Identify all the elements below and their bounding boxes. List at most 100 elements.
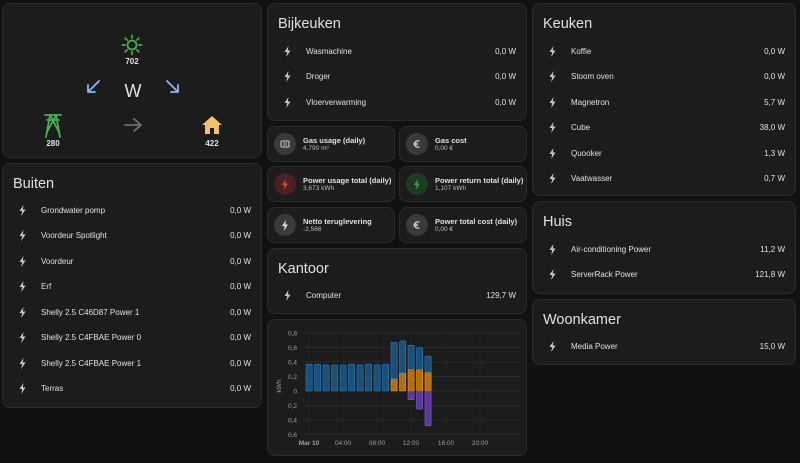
- bar-grid: [339, 364, 347, 392]
- entity-row[interactable]: Cube 38,0 W: [533, 116, 795, 140]
- sensor-tile[interactable]: Gas usage (daily) 4,790 m³: [267, 126, 395, 162]
- entity-value: 38,0 W: [759, 123, 785, 132]
- entity-row[interactable]: Quooker 1,3 W: [533, 141, 795, 165]
- flash-icon: [17, 255, 27, 267]
- bar-return: [407, 390, 415, 400]
- woonkamer-card: Woonkamer Media Power 15,0 W: [532, 299, 796, 365]
- tile-name: Gas usage (daily): [303, 135, 366, 145]
- sensor-tile[interactable]: Power usage total (daily) 3,673 kWh: [267, 166, 395, 202]
- solar-node[interactable]: [121, 34, 143, 56]
- sensor-tile[interactable]: Netto teruglevering -2,566: [267, 207, 395, 243]
- sensor-tile[interactable]: Power return total (daily) 1,107 kWh: [399, 166, 527, 202]
- entity-row[interactable]: Koffie 0,0 W: [533, 39, 795, 63]
- entity-value: 0,0 W: [230, 256, 251, 266]
- entity-row[interactable]: Vloerverwarming 0,0 W: [268, 90, 526, 114]
- entity-row[interactable]: Stoom oven 0,0 W: [533, 65, 795, 89]
- entity-value: 0,0 W: [230, 384, 251, 393]
- entity-row[interactable]: Shelly 2.5 C4FBAE Power 0 0,0 W: [3, 326, 261, 350]
- entity-value: 0,0 W: [230, 282, 251, 291]
- grid-node[interactable]: [42, 112, 64, 138]
- y-tick-label: 0,6: [288, 432, 297, 439]
- entity-row[interactable]: Droger 0,0 W: [268, 65, 526, 89]
- entity-row[interactable]: Terras 0,0 W: [3, 377, 261, 401]
- energy-chart-card: 0,8 0,6 0,4 0,2 0 0,2 0,4 0,6 Mar 10 04:00 08:00 12…: [267, 319, 527, 456]
- tile-name: Power total cost (daily): [435, 216, 518, 226]
- entity-row[interactable]: Magnetron 5,7 W: [533, 90, 795, 114]
- buiten-title: Buiten: [13, 176, 55, 192]
- bar-grid: [356, 364, 364, 392]
- entity-name: ServerRack Power: [571, 270, 638, 279]
- entity-row[interactable]: Media Power 15,0 W: [533, 334, 795, 358]
- entity-name: Magnetron: [571, 97, 610, 107]
- entity-name: Stoom oven: [571, 72, 614, 81]
- flash-icon: [547, 340, 557, 352]
- bar-grid: [305, 363, 313, 392]
- flash-icon: [282, 71, 292, 82]
- bar-grid: [399, 340, 406, 374]
- flash-icon: [274, 214, 296, 236]
- entity-row[interactable]: Shelly 2.5 C4FBAE Power 1 0,0 W: [3, 351, 261, 375]
- bar-solar: [416, 368, 423, 392]
- flash-icon: [547, 96, 557, 108]
- entity-name: Shelly 2.5 C4FBAE Power 0: [41, 333, 142, 342]
- entity-row[interactable]: Air-conditioning Power 11,2 W: [533, 237, 795, 261]
- flash-icon: [17, 306, 27, 318]
- solar-value: 702: [125, 57, 139, 66]
- bar-grid: [331, 364, 338, 392]
- entity-name: Voordeur: [41, 256, 74, 266]
- entity-value: 0,7 W: [764, 174, 785, 183]
- entity-name: Shelly 2.5 C4FBAE Power 1: [41, 358, 142, 368]
- flash-icon: [17, 332, 27, 343]
- entity-value: 0,0 W: [764, 72, 785, 81]
- euro-icon: [406, 214, 428, 236]
- bijkeuken-card: Bijkeuken Wasmachine 0,0 W Droger 0,0 W Vloe…: [267, 3, 527, 121]
- entity-value: 0,0 W: [230, 231, 251, 240]
- entity-name: Vloerverwarming: [306, 97, 367, 107]
- sensor-tile[interactable]: Gas cost 0,00 €: [399, 126, 527, 162]
- bar-grid: [424, 355, 432, 373]
- entity-value: 0,0 W: [495, 72, 516, 81]
- bar-grid: [416, 347, 423, 370]
- entity-row[interactable]: Vaatwasser 0,7 W: [533, 167, 795, 191]
- bar-grid: [390, 342, 398, 379]
- flash-icon: [17, 281, 27, 292]
- x-tick-label: Mar 10: [299, 440, 320, 447]
- entity-value: 0,0 W: [230, 205, 251, 215]
- tile-state: -2,566: [303, 225, 322, 233]
- entity-row[interactable]: ServerRack Power 121,8 W: [533, 263, 795, 287]
- sensor-tile[interactable]: Power total cost (daily) 0,00 €: [399, 207, 527, 243]
- flash-icon: [17, 230, 27, 241]
- bar-grid: [373, 364, 381, 392]
- entity-row[interactable]: Shelly 2.5 C46D87 Power 1 0,0 W: [3, 300, 261, 324]
- entity-name: Wasmachine: [306, 46, 352, 56]
- bar-grid: [382, 363, 389, 392]
- x-tick-label: 20:00: [472, 440, 489, 447]
- entity-name: Vaatwasser: [571, 174, 613, 183]
- home-node[interactable]: [201, 114, 223, 136]
- entity-row[interactable]: Erf 0,0 W: [3, 275, 261, 299]
- entity-row[interactable]: Voordeur Spotlight 0,0 W: [3, 224, 261, 248]
- entity-row[interactable]: Wasmachine 0,0 W: [268, 39, 526, 63]
- bijkeuken-title: Bijkeuken: [278, 16, 341, 32]
- flash-icon: [547, 71, 557, 82]
- buiten-card: Buiten Grondwater pomp 0,0 W Voordeur Spot…: [2, 163, 262, 408]
- y-tick-label: 0,4: [288, 417, 297, 424]
- arrow-down-right-icon: [166, 80, 179, 93]
- entity-value: 0,0 W: [230, 358, 251, 368]
- bar-return: [416, 390, 423, 410]
- flash-icon: [17, 204, 27, 216]
- bar-grid: [322, 364, 330, 392]
- tile-state: 4,790 m³: [303, 144, 329, 152]
- tile-name: Power usage total (daily): [303, 175, 392, 185]
- entity-name: Air-conditioning Power: [571, 244, 652, 254]
- kantoor-card: Kantoor Computer 129,7 W: [267, 248, 527, 314]
- arrow-down-left-icon: [87, 80, 100, 93]
- entity-value: 1,3 W: [764, 148, 785, 158]
- entity-row[interactable]: Voordeur 0,0 W: [3, 249, 261, 273]
- entity-row[interactable]: Grondwater pomp 0,0 W: [3, 198, 261, 222]
- entity-value: 0,0 W: [764, 46, 785, 56]
- entity-name: Koffie: [571, 46, 592, 56]
- huis-title: Huis: [543, 214, 573, 230]
- entity-row[interactable]: Computer 129,7 W: [268, 283, 526, 307]
